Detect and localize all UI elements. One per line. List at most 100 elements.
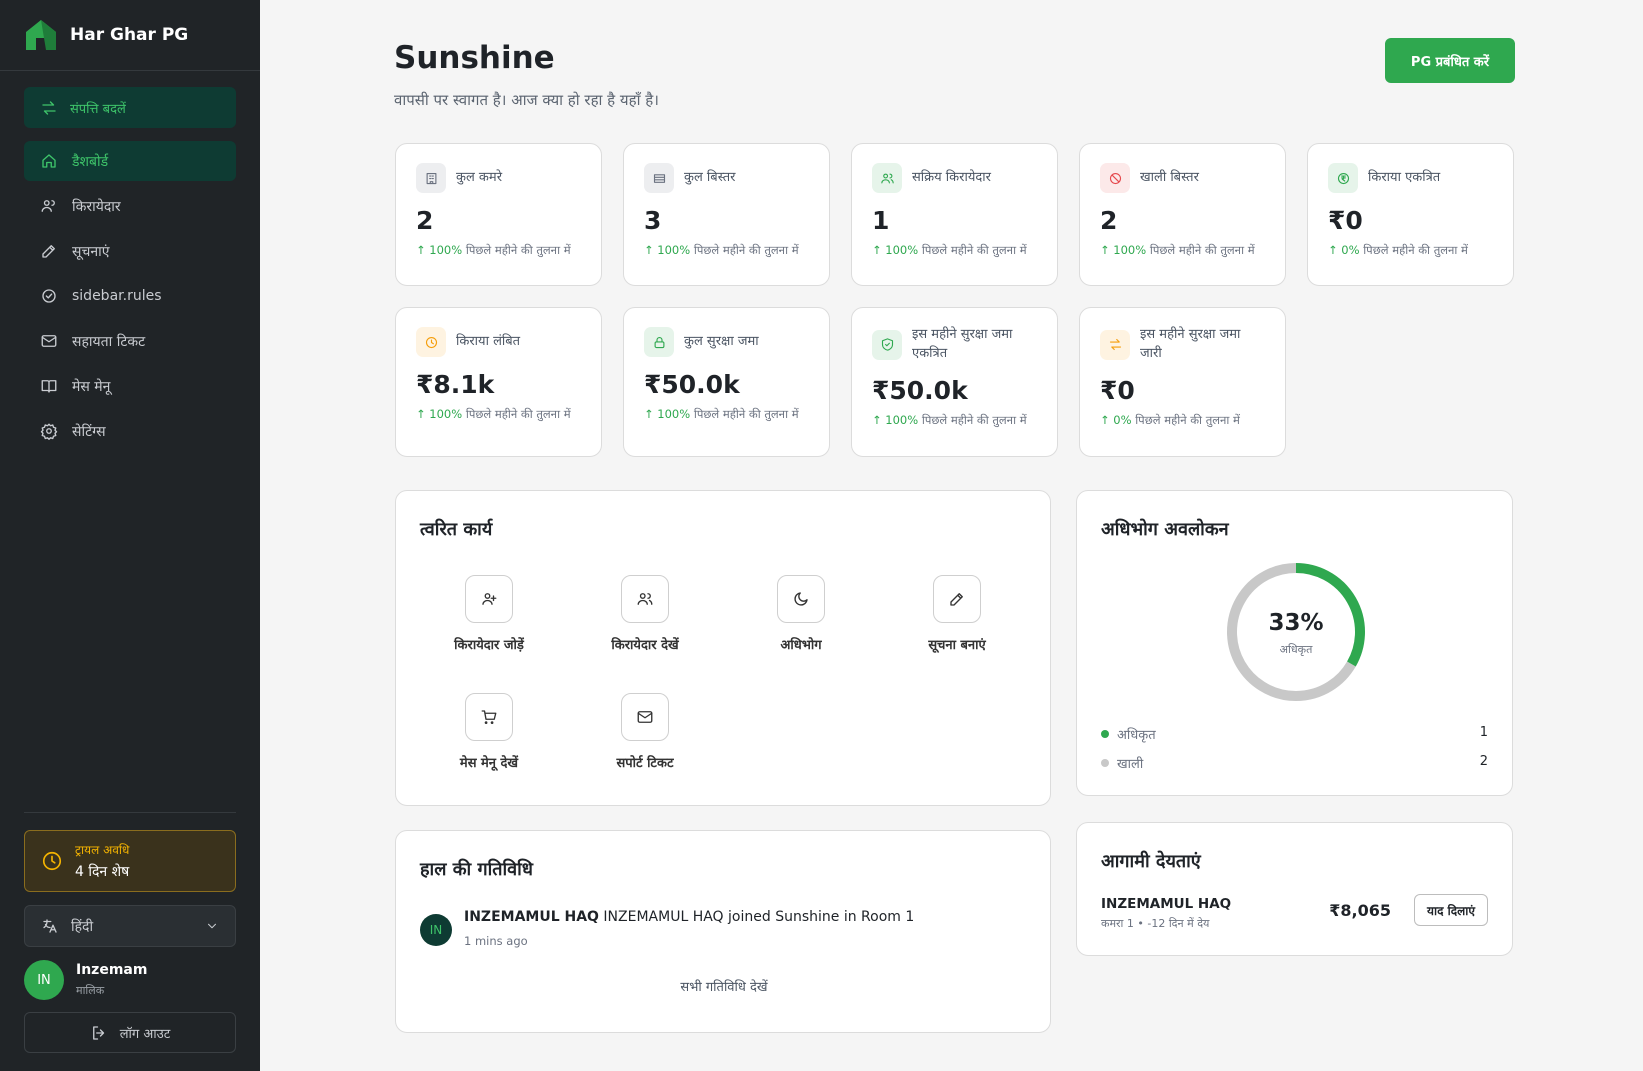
nav-label: मेस मेनू (72, 378, 111, 395)
quick-action[interactable]: सपोर्ट टिकट (575, 693, 715, 771)
stat-change: ↑ 100% पिछले महीने की तुलना में (644, 243, 809, 258)
panel-title: अधिभोग अवलोकन (1101, 519, 1229, 540)
action-label: सूचना बनाएं (928, 638, 986, 653)
trial-box: ट्रायल अवधि 4 दिन शेष (24, 830, 236, 892)
stat-header: किराया लंबित (416, 326, 581, 358)
stat-header: सक्रिय किरायेदार (872, 162, 1037, 194)
logo (26, 20, 56, 50)
stat-label: सक्रिय किरायेदार (912, 169, 991, 185)
stat-change: ↑ 100% पिछले महीने की तुलना में (416, 407, 581, 422)
change-note: पिछले महीने की तुलना में (693, 407, 799, 421)
due-name: INZEMAMUL HAQ (1101, 896, 1232, 912)
due-sub: कमरा 1 • -12 दिन में देय (1101, 917, 1210, 930)
nav-label: किरायेदार (72, 198, 121, 215)
legend-name: अधिकृत (1117, 728, 1156, 743)
nav-item[interactable]: सहायता टिकट (24, 321, 236, 361)
action-label: मेस मेनू देखें (459, 756, 519, 771)
stat-icon (416, 163, 446, 193)
stat-icon (1328, 163, 1358, 193)
divider (24, 812, 236, 813)
stat-label: इस महीने सुरक्षा जमा एकत्रित (912, 327, 1013, 361)
stat-change: ↑ 100% पिछले महीने की तुलना में (416, 243, 581, 258)
action-icon (465, 693, 513, 741)
language: हिंदी (71, 918, 94, 935)
nav-label: डैशबोर्ड (72, 153, 109, 170)
quick-action[interactable]: किरायेदार देखें (575, 575, 715, 653)
stat-card: कुल सुरक्षा जमा ₹50.0k ↑ 100% पिछले महीने … (623, 307, 830, 457)
stat-label: कुल कमरे (456, 169, 503, 185)
stat-icon (1100, 329, 1130, 360)
quick-action[interactable]: अधिभोग (731, 575, 871, 653)
remind-button[interactable]: याद दिलाएं (1414, 894, 1488, 926)
change-value: 100% (429, 243, 463, 257)
stat-header: खाली बिस्तर (1100, 162, 1265, 194)
change-note: पिछले महीने की तुलना में (1149, 243, 1255, 257)
stat-value: 1 (872, 206, 890, 235)
label: लॉग आउट (119, 1026, 171, 1042)
brand-name: Har Ghar PG (70, 25, 189, 45)
stat-icon (644, 163, 674, 193)
nav-item[interactable]: डैशबोर्ड (24, 141, 236, 181)
stat-card: किराया एकत्रित ₹0 ↑ 0% पिछले महीने की तुलन… (1307, 143, 1514, 286)
manage-button[interactable]: PG प्रबंधित करें (1385, 38, 1515, 83)
action-icon (621, 575, 669, 623)
nav-label: सेटिंग्स (72, 423, 106, 440)
stat-header: कुल बिस्तर (644, 162, 809, 194)
stat-value: ₹50.0k (644, 370, 740, 399)
stat-card: सक्रिय किरायेदार 1 ↑ 100% पिछले महीने की त… (851, 143, 1058, 286)
stat-header: कुल सुरक्षा जमा (644, 326, 809, 358)
nav-item[interactable]: किरायेदार (24, 186, 236, 226)
arrow: ↑ (1328, 243, 1342, 257)
nav-item[interactable]: सेटिंग्स (24, 411, 236, 451)
view-all[interactable]: सभी गतिविधि देखें (680, 980, 768, 995)
change-note: पिछले महीने की तुलना में (1363, 243, 1468, 257)
change-note: पिछले महीने की तुलना में (465, 243, 571, 257)
quick-actions: त्वरित कार्य किरायेदार जोड़ें किरायेदार द… (395, 490, 1051, 806)
nav-item[interactable]: मेस मेनू (24, 366, 236, 406)
stat-label: कुल सुरक्षा जमा (684, 333, 759, 349)
page-title: Sunshine (394, 40, 555, 76)
switch-property[interactable]: संपत्ति बदलें (24, 87, 236, 128)
stat-label: इस महीने सुरक्षा जमा जारी (1140, 327, 1241, 361)
nav-item[interactable]: sidebar.rules (24, 276, 236, 316)
stat-value: 2 (416, 206, 434, 235)
change-value: 100% (885, 243, 919, 257)
stat-value: ₹0 (1328, 206, 1363, 235)
donut-segment (1227, 563, 1356, 701)
change-value: 100% (885, 412, 919, 427)
due-room: कमरा 1 (1101, 917, 1134, 930)
nav-label: सूचनाएं (72, 243, 110, 260)
legend-value: 2 (1479, 754, 1488, 769)
stat-header: किराया एकत्रित (1328, 162, 1493, 194)
nav-item[interactable]: सूचनाएं (24, 231, 236, 271)
action-label: किरायेदार जोड़ें (454, 638, 524, 653)
change-note: पिछले महीने की तुलना में (921, 243, 1027, 257)
stat-label: कुल बिस्तर (684, 169, 736, 185)
activity-line: INZEMAMUL HAQ INZEMAMUL HAQ joined Sunsh… (464, 909, 914, 925)
arrow: ↑ (872, 243, 886, 257)
stat-icon (644, 327, 674, 357)
quick-action[interactable]: किरायेदार जोड़ें (419, 575, 559, 653)
panel-title: त्वरित कार्य (420, 519, 493, 540)
quick-action[interactable]: सूचना बनाएं (887, 575, 1027, 653)
legend-dot (1101, 730, 1109, 738)
arrow: ↑ (644, 243, 658, 257)
change-value: 100% (1113, 243, 1147, 257)
logout[interactable]: लॉग आउट (24, 1012, 236, 1053)
language-select[interactable]: हिंदी (24, 905, 236, 947)
quick-action[interactable]: मेस मेनू देखें (419, 693, 559, 771)
percent: 33% (1268, 610, 1324, 636)
change-value: 0% (1341, 243, 1360, 257)
stat-card: इस महीने सुरक्षा जमा एकत्रित ₹50.0k ↑ 100%… (851, 307, 1058, 457)
brand[interactable]: Har Ghar PG (24, 18, 188, 52)
trial-title: ट्रायल अवधि (75, 843, 130, 857)
stat-value: 2 (1100, 206, 1118, 235)
nav-label: सहायता टिकट (72, 333, 146, 350)
change-note: पिछले महीने की तुलना में (921, 412, 1027, 427)
stat-card: कुल बिस्तर 3 ↑ 100% पिछले महीने की तुलना म… (623, 143, 830, 286)
stat-label: किराया एकत्रित (1368, 169, 1441, 185)
nav-label: sidebar.rules (72, 288, 162, 304)
stat-label: खाली बिस्तर (1140, 169, 1199, 185)
change-value: 100% (429, 407, 463, 421)
action-icon (465, 575, 513, 623)
